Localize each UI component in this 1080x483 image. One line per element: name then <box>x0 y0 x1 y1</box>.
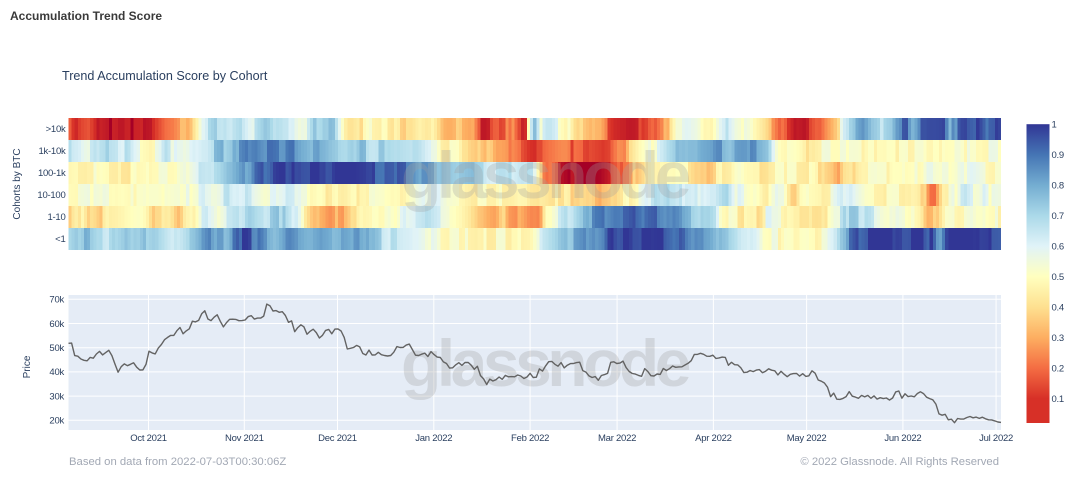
svg-text:glassnode: glassnode <box>401 138 690 212</box>
svg-text:20k: 20k <box>49 416 64 427</box>
svg-text:Apr 2022: Apr 2022 <box>695 433 732 444</box>
svg-text:Jun 2022: Jun 2022 <box>884 433 921 444</box>
svg-text:Feb 2022: Feb 2022 <box>511 433 549 444</box>
svg-text:Trend Accumulation Score by Co: Trend Accumulation Score by Cohort <box>62 69 268 83</box>
svg-text:70k: 70k <box>49 295 64 306</box>
svg-text:Mar 2022: Mar 2022 <box>598 433 636 444</box>
svg-text:60k: 60k <box>49 319 64 330</box>
svg-text:0.8: 0.8 <box>1052 181 1064 192</box>
svg-text:100-1k: 100-1k <box>38 168 66 179</box>
svg-text:0.5: 0.5 <box>1052 272 1064 283</box>
svg-text:0.4: 0.4 <box>1052 302 1064 313</box>
svg-text:10-100: 10-100 <box>37 190 65 201</box>
svg-text:0.2: 0.2 <box>1052 363 1064 374</box>
svg-text:50k: 50k <box>49 343 64 354</box>
svg-text:40k: 40k <box>49 367 64 378</box>
svg-text:<1: <1 <box>55 234 65 245</box>
svg-text:Nov 2021: Nov 2021 <box>225 433 264 444</box>
svg-text:Accumulation Trend Score: Accumulation Trend Score <box>10 9 162 23</box>
svg-text:0.7: 0.7 <box>1052 211 1064 222</box>
svg-text:1k-10k: 1k-10k <box>38 146 66 157</box>
svg-text:>10k: >10k <box>46 124 66 135</box>
svg-text:1-10: 1-10 <box>47 212 65 223</box>
svg-text:Oct 2021: Oct 2021 <box>130 433 167 444</box>
svg-text:Dec 2021: Dec 2021 <box>318 433 357 444</box>
svg-text:0.1: 0.1 <box>1052 394 1064 405</box>
svg-text:Based on data from 2022-07-03T: Based on data from 2022-07-03T00:30:06Z <box>69 456 286 468</box>
svg-text:Jul 2022: Jul 2022 <box>979 433 1013 444</box>
svg-text:0.9: 0.9 <box>1052 150 1064 161</box>
svg-text:1: 1 <box>1052 120 1057 131</box>
svg-text:Price: Price <box>22 355 33 378</box>
svg-text:0.3: 0.3 <box>1052 333 1064 344</box>
svg-text:© 2022 Glassnode. All Rights R: © 2022 Glassnode. All Rights Reserved <box>800 456 999 468</box>
svg-text:30k: 30k <box>49 391 64 402</box>
svg-text:May 2022: May 2022 <box>787 433 827 444</box>
svg-text:0.6: 0.6 <box>1052 242 1064 253</box>
svg-text:Cohorts by BTC: Cohorts by BTC <box>12 148 23 219</box>
svg-text:Jan 2022: Jan 2022 <box>415 433 452 444</box>
